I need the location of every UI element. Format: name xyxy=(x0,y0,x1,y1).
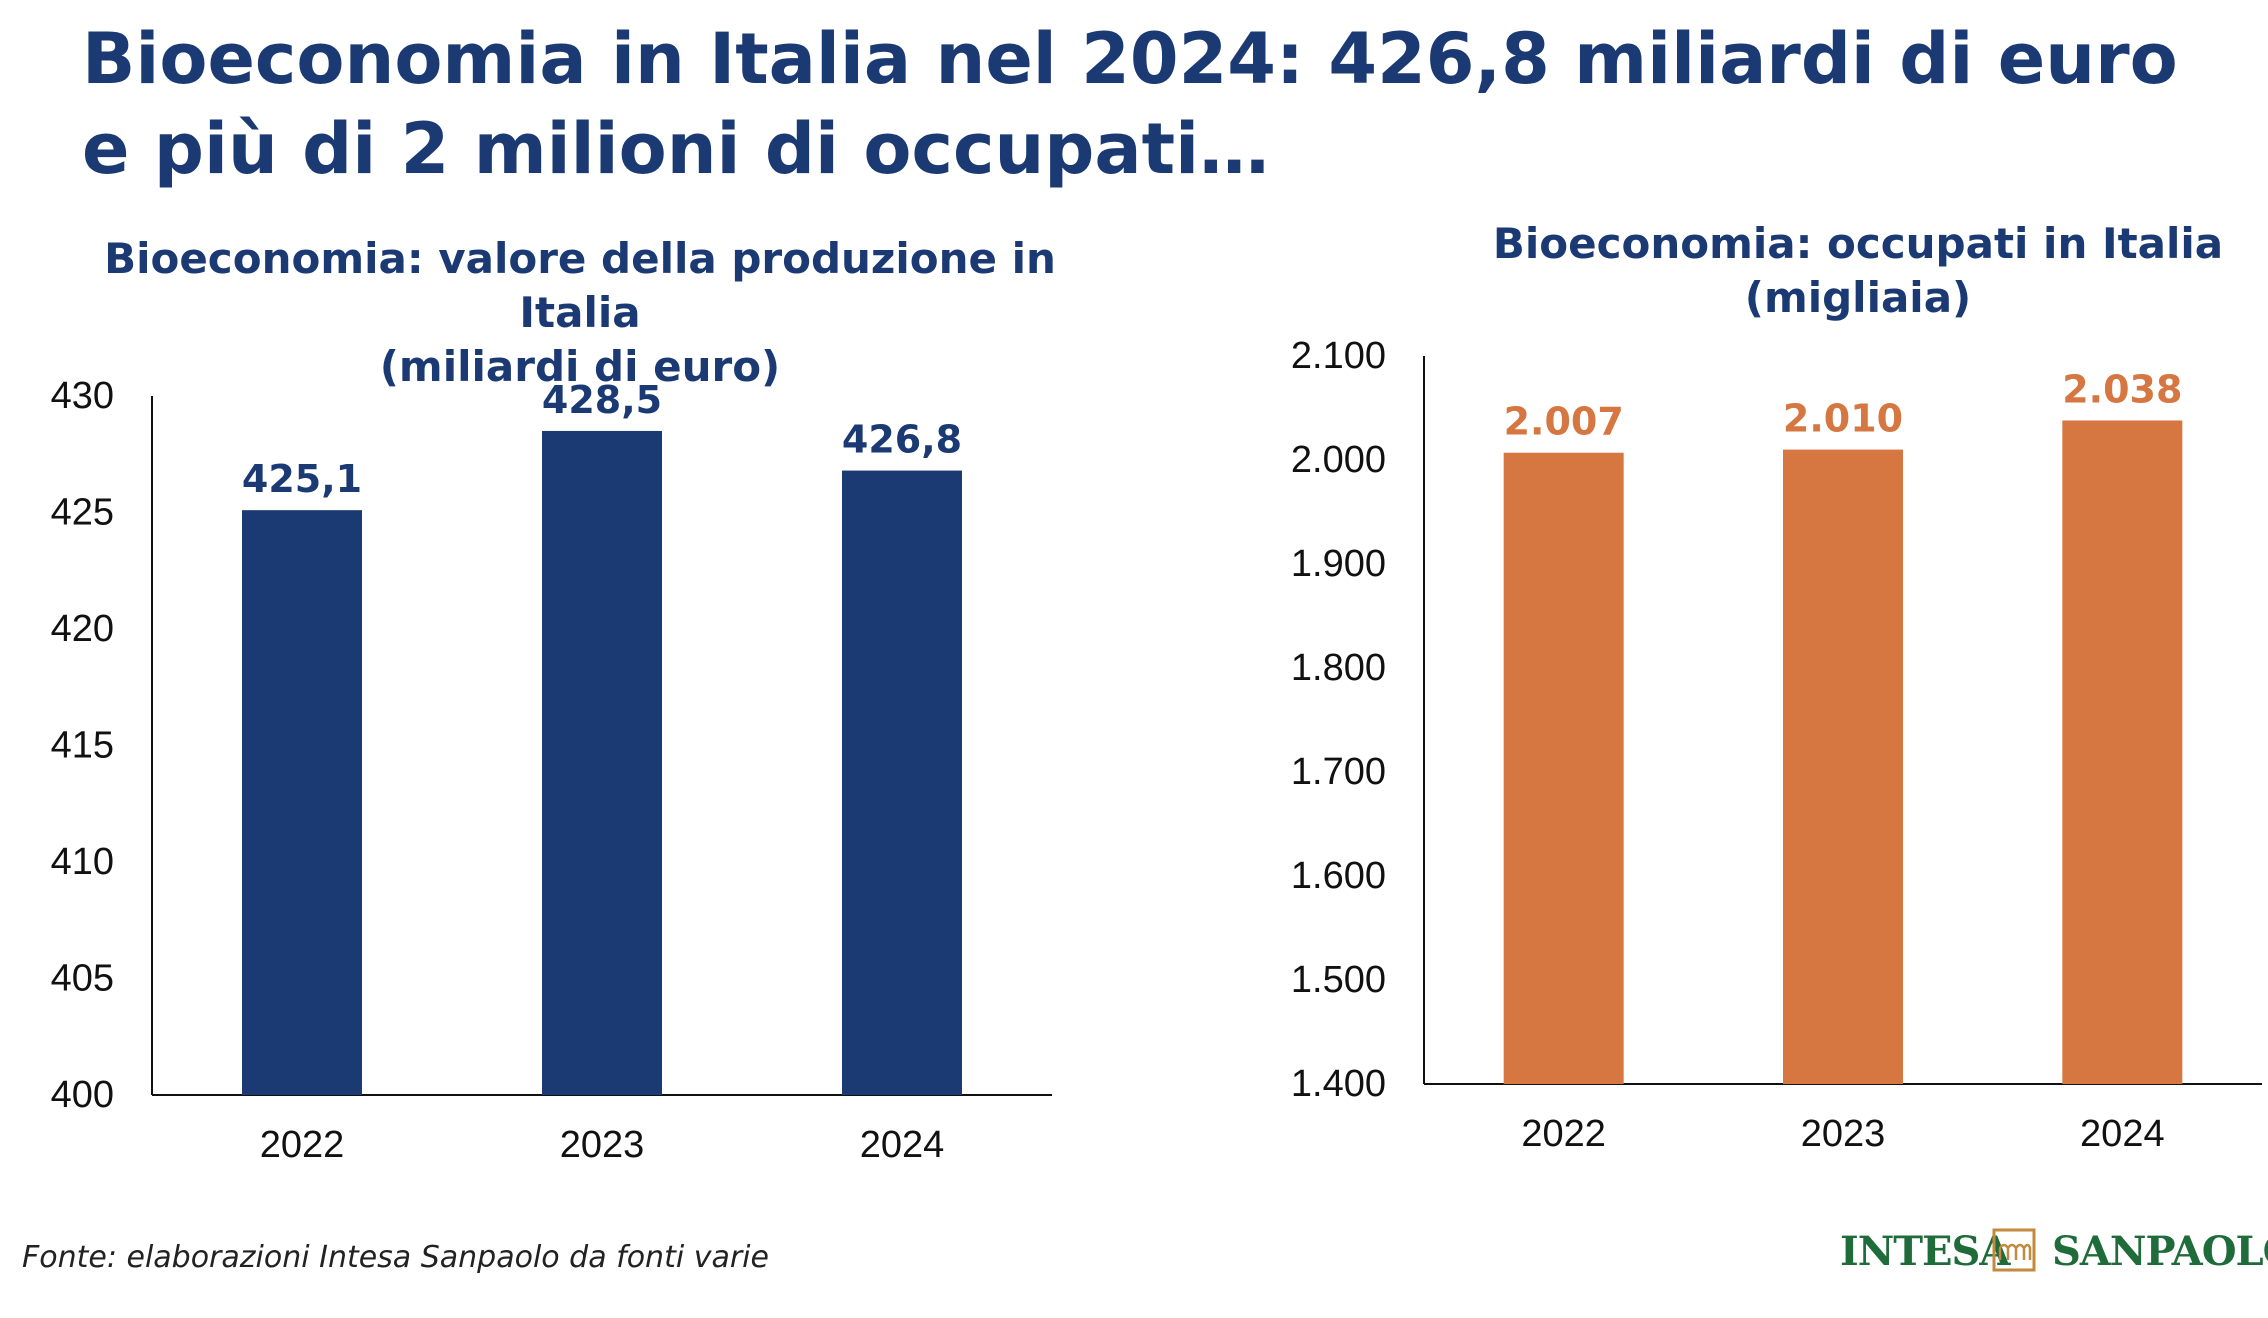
x-tick-label: 2024 xyxy=(2080,1113,2165,1155)
x-tick-label: 2022 xyxy=(260,1124,345,1166)
x-tick-label: 2023 xyxy=(1801,1113,1886,1155)
bar-2024 xyxy=(842,470,962,1095)
brand-word-sanpaolo: SANPAOLO xyxy=(2052,1228,2268,1275)
production-chart-title: Bioeconomia: valore della produzione in … xyxy=(50,232,1110,394)
data-label: 425,1 xyxy=(242,457,362,501)
bar-2023 xyxy=(1783,449,1903,1085)
production-bar-chart: 400 405 410 415 420 425 430 425,1 2022 428,5 2023 4… xyxy=(51,375,1052,1166)
employment-bar-chart: 1.400 1.500 1.600 1.700 1.800 1.900 2.000 2.100… xyxy=(1291,335,2262,1155)
intesa-sanpaolo-logo-mark-icon xyxy=(1992,1228,2036,1272)
x-tick-label: 2024 xyxy=(860,1124,945,1166)
y-tick-label: 415 xyxy=(51,725,114,767)
source-note: Fonte: elaborazioni Intesa Sanpaolo da f… xyxy=(22,1240,769,1275)
y-tick-label: 1.600 xyxy=(1291,855,1386,897)
employment-chart-title: Bioeconomia: occupati in Italia (migliai… xyxy=(1468,217,2248,325)
y-tick-label: 405 xyxy=(51,958,114,1000)
brand-word-intesa: INTESA xyxy=(1840,1228,2010,1275)
y-tick-label: 425 xyxy=(51,492,114,534)
y-tick-label: 1.800 xyxy=(1291,647,1386,689)
production-chart-title-text: Bioeconomia: valore della produzione in … xyxy=(104,234,1056,337)
page-title: Bioeconomia in Italia nel 2024: 426,8 mi… xyxy=(82,14,2178,194)
bar-2023 xyxy=(542,430,662,1095)
y-tick-label: 410 xyxy=(51,841,114,883)
y-tick-label: 1.500 xyxy=(1291,959,1386,1001)
employment-chart-subtitle: (migliaia) xyxy=(1744,273,1972,322)
data-label: 2.007 xyxy=(1504,400,1624,444)
production-chart-subtitle: (miliardi di euro) xyxy=(379,342,781,391)
bar-2024 xyxy=(2062,420,2183,1085)
y-tick-label: 2.000 xyxy=(1291,439,1386,481)
page-title-line-1: Bioeconomia in Italia nel 2024: 426,8 mi… xyxy=(82,18,2178,100)
data-label: 426,8 xyxy=(842,418,962,462)
x-tick-label: 2022 xyxy=(1521,1113,1606,1155)
y-tick-label: 430 xyxy=(51,375,114,417)
y-tick-label: 1.900 xyxy=(1291,543,1386,585)
y-tick-label: 400 xyxy=(51,1074,114,1116)
bar-2022 xyxy=(1503,452,1624,1085)
y-tick-label: 420 xyxy=(51,608,114,650)
employment-chart-title-text: Bioeconomia: occupati in Italia xyxy=(1492,219,2224,268)
y-tick-label: 1.400 xyxy=(1291,1063,1386,1105)
bar-2022 xyxy=(242,510,362,1095)
y-tick-label: 1.700 xyxy=(1291,751,1386,793)
brand-logo: INTESA SANPAOLO xyxy=(1840,1222,2268,1282)
page-title-line-2: e più di 2 milioni di occupati… xyxy=(82,108,1270,190)
x-tick-label: 2023 xyxy=(560,1124,645,1166)
y-tick-label: 2.100 xyxy=(1291,335,1386,377)
data-label: 2.010 xyxy=(1783,397,1903,441)
data-label: 428,5 xyxy=(542,378,662,422)
data-label: 2.038 xyxy=(2062,367,2182,411)
